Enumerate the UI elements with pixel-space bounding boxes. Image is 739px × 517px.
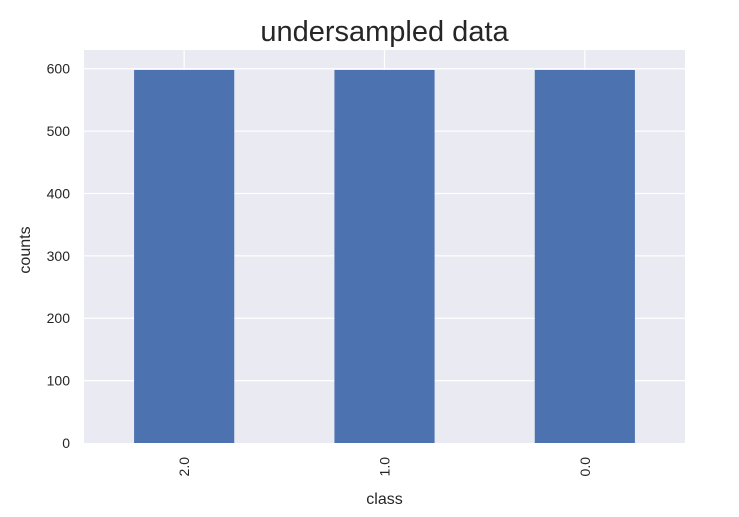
x-tick-label: 0.0 (577, 457, 593, 477)
bar-1.0 (334, 69, 435, 443)
y-tick-label: 100 (47, 373, 71, 389)
y-tick-label: 400 (47, 185, 71, 201)
y-tick-labels: 0 100 200 300 400 500 600 (47, 61, 71, 451)
y-tick-label: 300 (47, 248, 71, 264)
bar-0.0 (534, 69, 635, 443)
bars (134, 69, 635, 443)
y-tick-label: 200 (47, 310, 71, 326)
y-tick-label: 600 (47, 61, 71, 77)
x-tick-label: 2.0 (176, 457, 192, 477)
x-tick-label: 1.0 (377, 457, 393, 477)
bar-2.0 (134, 69, 235, 443)
x-axis-label: class (366, 491, 402, 508)
y-tick-label: 500 (47, 123, 71, 139)
x-tick-labels: 2.0 1.0 0.0 (176, 457, 593, 477)
y-axis-label: counts (17, 226, 34, 273)
chart-title: undersampled data (260, 16, 509, 48)
y-tick-label: 0 (62, 435, 70, 451)
